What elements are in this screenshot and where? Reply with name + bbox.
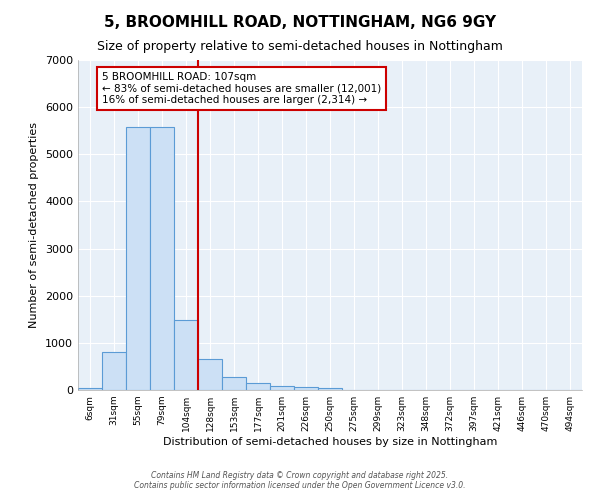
Bar — [198, 359, 222, 390]
Bar — [102, 352, 126, 390]
Bar — [78, 388, 102, 390]
Y-axis label: Number of semi-detached properties: Number of semi-detached properties — [29, 122, 40, 328]
Bar — [318, 388, 342, 390]
Text: Contains HM Land Registry data © Crown copyright and database right 2025.
Contai: Contains HM Land Registry data © Crown c… — [134, 470, 466, 490]
Bar — [294, 387, 318, 390]
Bar — [222, 378, 246, 390]
Bar — [174, 320, 198, 390]
Text: 5 BROOMHILL ROAD: 107sqm
← 83% of semi-detached houses are smaller (12,001)
16% : 5 BROOMHILL ROAD: 107sqm ← 83% of semi-d… — [102, 72, 381, 105]
Bar — [246, 384, 270, 390]
Text: Size of property relative to semi-detached houses in Nottingham: Size of property relative to semi-detach… — [97, 40, 503, 53]
Bar — [126, 127, 150, 390]
Bar — [150, 127, 174, 390]
Bar — [270, 386, 294, 390]
Text: 5, BROOMHILL ROAD, NOTTINGHAM, NG6 9GY: 5, BROOMHILL ROAD, NOTTINGHAM, NG6 9GY — [104, 15, 496, 30]
X-axis label: Distribution of semi-detached houses by size in Nottingham: Distribution of semi-detached houses by … — [163, 437, 497, 447]
